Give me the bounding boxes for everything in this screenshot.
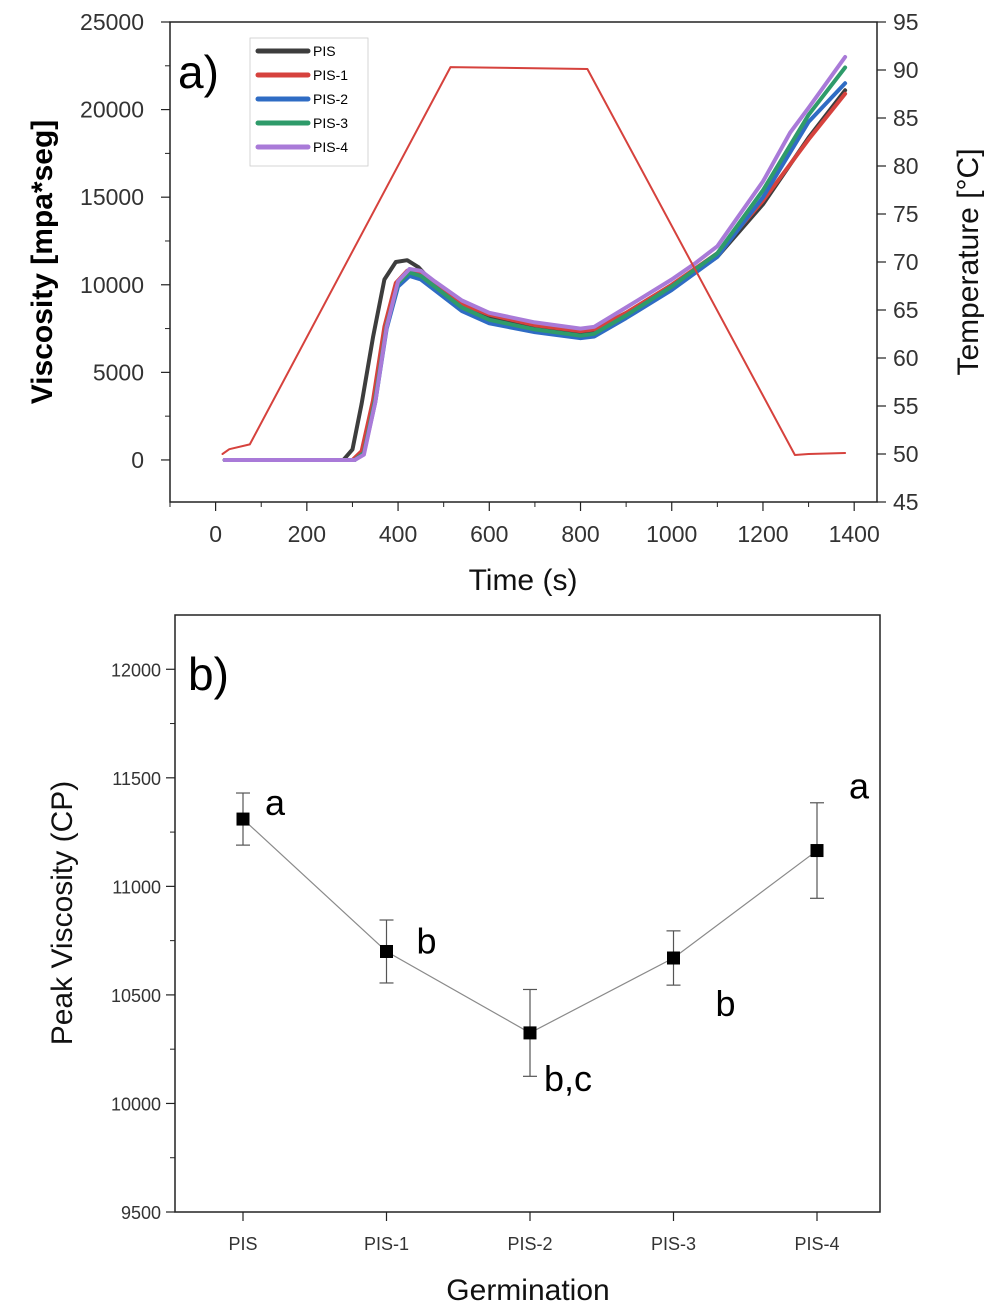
panel-b-label: b): [188, 648, 229, 700]
viscosity-line-4: [222, 55, 848, 462]
panel-b-y-axis-title: Peak Viscosity (CP): [46, 781, 79, 1046]
significance-label: a: [849, 766, 870, 807]
x-tick-label: 800: [561, 521, 599, 547]
y2-tick-label: 45: [893, 489, 919, 515]
y-tick-label: 0: [131, 447, 144, 473]
panel-a-legend: PIS PIS-1 PIS-2 PIS-3 PIS-4: [249, 37, 369, 167]
y2-tick-label: 90: [893, 57, 919, 83]
temperature-line: [221, 66, 847, 456]
y-tick-label: 10000: [80, 272, 144, 298]
x-tick-label: 1000: [646, 521, 697, 547]
data-point: [667, 951, 680, 965]
y-tick-label: 20000: [80, 97, 144, 123]
data-point: [523, 1026, 537, 1040]
panel-b-x-axis: PIS PIS-1 PIS-2 PIS-3 PIS-4: [228, 1212, 840, 1254]
y-tick-label: 12000: [111, 660, 161, 680]
panel-b-y-axis: 9500 10000 10500 11000 11500 12000: [111, 660, 175, 1223]
panel-b-series: a b b,c b a: [236, 766, 870, 1099]
y-tick-label: 15000: [80, 184, 144, 210]
x-tick-label: PIS-4: [794, 1234, 839, 1254]
x-tick-label: 0: [209, 521, 222, 547]
y2-tick-label: 70: [893, 249, 919, 275]
data-point: [810, 844, 824, 858]
panel-a-y2-axis: 45 50 55 60 65 70 75 80 85 90 95: [877, 9, 919, 515]
y-tick-label: 11500: [112, 769, 161, 789]
panel-a-y-axis-title: Viscosity [mpa*seg]: [26, 120, 59, 405]
panel-a-x-axis-title: Time (s): [469, 564, 578, 597]
panel-a-y-axis: 0 5000 10000 15000 20000 25000: [80, 9, 170, 473]
significance-label: b: [417, 920, 437, 961]
y2-tick-label: 50: [893, 441, 919, 467]
legend-label: PIS-1: [313, 67, 348, 83]
panel-a-series: [221, 55, 848, 462]
y2-tick-label: 75: [893, 201, 919, 227]
data-point: [380, 944, 393, 958]
significance-label: a: [265, 782, 286, 823]
x-tick-label: 1400: [829, 521, 880, 547]
y2-tick-label: 80: [893, 153, 919, 179]
panel-a: a) 0 200 400 600 800 1000 1200 1400 0 5000 10000 1…: [26, 9, 985, 597]
y2-tick-label: 85: [893, 105, 919, 131]
x-tick-label: PIS: [228, 1234, 257, 1254]
y-tick-label: 11000: [112, 877, 161, 897]
y-tick-label: 5000: [93, 359, 144, 385]
x-tick-label: 200: [288, 521, 326, 547]
y2-tick-label: 95: [893, 9, 919, 35]
y-tick-label: 10500: [111, 986, 161, 1006]
data-point: [236, 812, 250, 826]
panel-a-x-axis: 0 200 400 600 800 1000 1200 1400: [169, 502, 880, 547]
x-tick-label: 600: [470, 521, 508, 547]
x-tick-label: 400: [379, 521, 417, 547]
legend-label: PIS-2: [313, 91, 348, 107]
panel-a-y2-axis-title: Temperature [°C]: [952, 148, 985, 375]
significance-label: b,c: [544, 1058, 592, 1099]
y-tick-label: 10000: [111, 1094, 161, 1114]
significance-label: b: [716, 983, 736, 1024]
panel-b-x-axis-title: Germination: [446, 1274, 609, 1307]
y2-tick-label: 60: [893, 345, 919, 371]
y2-tick-label: 55: [893, 393, 919, 419]
panel-a-label: a): [178, 46, 219, 98]
x-tick-label: PIS-2: [507, 1234, 552, 1254]
x-tick-label: PIS-1: [364, 1234, 409, 1254]
x-tick-label: 1200: [737, 521, 788, 547]
y-tick-label: 25000: [80, 9, 144, 35]
legend-label: PIS-4: [313, 139, 348, 155]
panel-b: b) 9500 10000 10500 11000 11500 12000 PIS PIS-…: [46, 614, 881, 1307]
panel-b-plot-frame: [174, 614, 881, 1213]
legend-label: PIS: [313, 43, 336, 59]
y-tick-label: 9500: [121, 1203, 161, 1223]
x-tick-label: PIS-3: [651, 1234, 696, 1254]
y2-tick-label: 65: [893, 297, 919, 323]
legend-label: PIS-3: [313, 115, 348, 131]
